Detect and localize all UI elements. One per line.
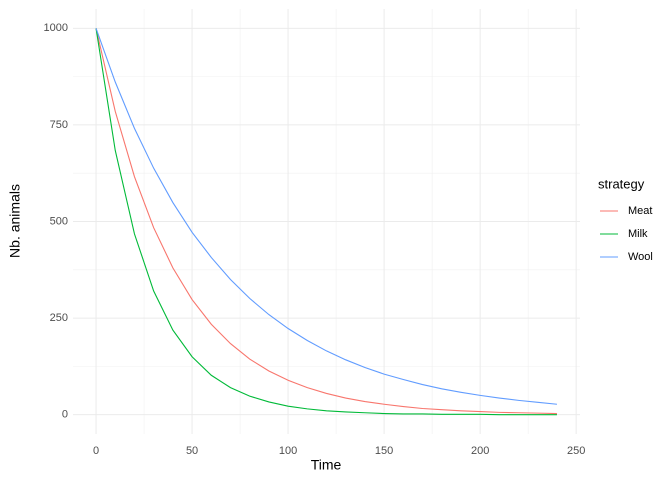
x-tick-label: 250 (567, 445, 585, 457)
x-axis-title: Time (311, 457, 342, 473)
legend-label: Milk (628, 228, 648, 240)
x-tick-label: 0 (93, 445, 99, 457)
x-tick-label: 100 (279, 445, 297, 457)
series-line (95, 28, 557, 415)
y-tick-label: 1000 (44, 22, 68, 34)
x-tick-label: 150 (375, 445, 393, 457)
x-tick-label: 50 (186, 445, 198, 457)
y-tick-label: 0 (62, 409, 68, 421)
y-tick-label: 250 (50, 312, 68, 324)
y-axis-title: Nb. animals (7, 184, 23, 258)
legend-label: Meat (628, 205, 652, 217)
series-line (95, 28, 558, 405)
legend-title: strategy (598, 176, 645, 191)
series-line (95, 28, 557, 416)
legend-label: Wool (628, 251, 653, 263)
y-tick-label: 750 (50, 119, 68, 131)
y-tick-label: 500 (50, 215, 68, 227)
x-tick-label: 200 (471, 445, 489, 457)
